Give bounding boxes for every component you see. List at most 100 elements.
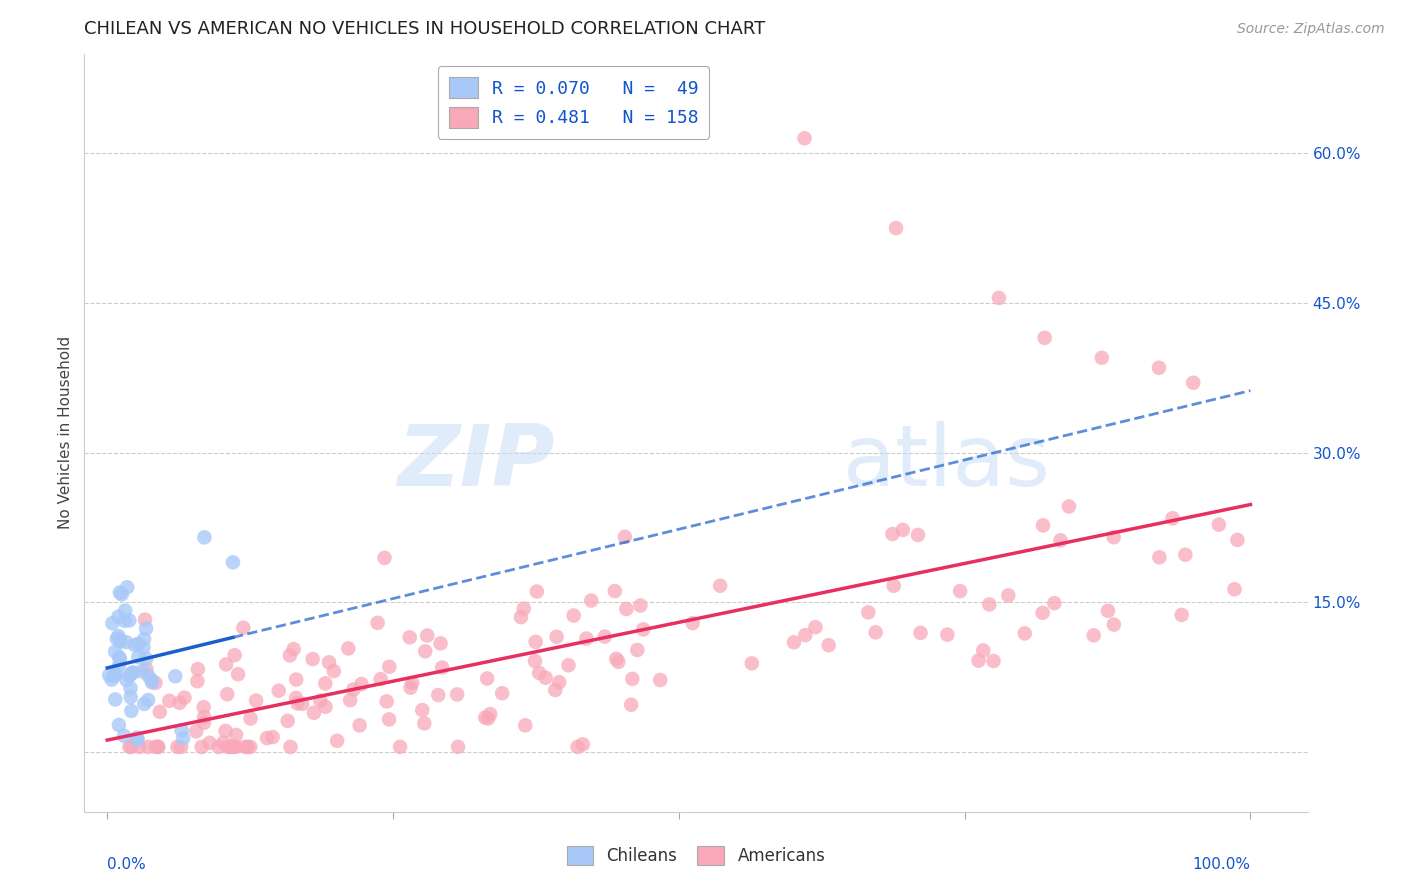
Point [479, 707, 502, 722]
Point [108, 634, 131, 648]
Point [278, 648, 301, 663]
Point [172, 731, 194, 746]
Point [979, 598, 1001, 612]
Point [120, 690, 142, 705]
Point [193, 715, 215, 730]
Point [413, 716, 436, 731]
Point [349, 718, 371, 732]
Point [108, 718, 131, 732]
Point [132, 632, 155, 646]
Point [104, 692, 127, 706]
Point [224, 648, 246, 663]
Point [1170, 607, 1192, 622]
Point [378, 659, 401, 673]
Point [1043, 596, 1066, 610]
Point [804, 620, 827, 634]
Point [124, 638, 146, 652]
Point [741, 657, 763, 671]
Point [339, 693, 361, 707]
Point [214, 723, 236, 738]
Point [103, 668, 125, 682]
Point [121, 739, 143, 754]
Point [141, 673, 163, 687]
Point [858, 605, 880, 619]
Point [1033, 331, 1056, 345]
Point [882, 527, 904, 541]
Point [682, 616, 704, 631]
Point [120, 681, 142, 695]
Text: ZIP: ZIP [398, 421, 555, 505]
Point [127, 637, 149, 651]
Point [314, 699, 336, 714]
Point [132, 640, 155, 655]
Point [1032, 606, 1054, 620]
Point [783, 635, 806, 649]
Point [165, 669, 187, 683]
Point [208, 739, 231, 754]
Point [633, 623, 655, 637]
Point [342, 682, 364, 697]
Point [136, 739, 159, 754]
Point [817, 638, 839, 652]
Point [135, 652, 157, 666]
Point [217, 739, 239, 754]
Point [118, 739, 141, 754]
Point [416, 628, 439, 642]
Point [527, 665, 550, 680]
Point [910, 626, 932, 640]
Point [548, 675, 571, 690]
Point [135, 662, 157, 676]
Point [283, 642, 305, 657]
Point [136, 668, 159, 682]
Point [399, 681, 422, 695]
Point [603, 584, 626, 599]
Point [620, 698, 643, 712]
Point [114, 603, 136, 617]
Point [793, 131, 815, 145]
Point [322, 664, 344, 678]
Point [114, 614, 136, 628]
Point [134, 613, 156, 627]
Point [193, 530, 215, 544]
Point [373, 550, 395, 565]
Point [226, 667, 249, 681]
Point [225, 739, 247, 754]
Point [169, 696, 191, 710]
Point [239, 739, 262, 754]
Point [233, 739, 256, 754]
Point [285, 691, 308, 706]
Point [157, 694, 180, 708]
Point [221, 739, 243, 754]
Point [557, 658, 579, 673]
Point [217, 687, 239, 701]
Point [474, 710, 496, 724]
Point [309, 693, 332, 707]
Point [187, 662, 209, 676]
Point [411, 703, 433, 717]
Point [1102, 617, 1125, 632]
Point [118, 669, 141, 683]
Point [891, 523, 914, 537]
Point [141, 675, 163, 690]
Point [186, 674, 208, 689]
Point [173, 690, 195, 705]
Point [650, 673, 672, 687]
Text: CHILEAN VS AMERICAN NO VEHICLES IN HOUSEHOLD CORRELATION CHART: CHILEAN VS AMERICAN NO VEHICLES IN HOUSE… [84, 21, 766, 38]
Point [398, 630, 420, 644]
Point [115, 673, 138, 687]
Point [239, 712, 262, 726]
Point [987, 291, 1010, 305]
Point [146, 739, 169, 754]
Point [605, 652, 627, 666]
Point [1032, 518, 1054, 533]
Point [389, 739, 412, 754]
Point [105, 632, 128, 646]
Point [198, 736, 221, 750]
Point [98, 668, 121, 682]
Point [232, 621, 254, 635]
Point [118, 614, 141, 628]
Point [108, 650, 131, 665]
Point [546, 630, 568, 644]
Point [170, 739, 193, 754]
Point [267, 683, 290, 698]
